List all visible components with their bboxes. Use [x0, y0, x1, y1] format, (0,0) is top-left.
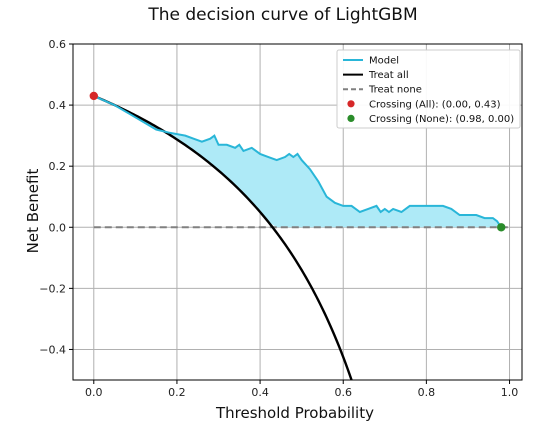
y-tick-label: 0.2 [49, 160, 67, 173]
treat-all-line [93, 94, 353, 380]
x-tick-label: 0.6 [334, 386, 352, 399]
legend-entry-label: Crossing (All): (0.00, 0.43) [369, 99, 501, 110]
x-tick-label: 0.4 [251, 386, 269, 399]
y-tick-label: 0.0 [49, 221, 67, 234]
model-line [93, 95, 503, 228]
crossing-all-point [89, 91, 98, 101]
axis-ticks: 0.0 0.2 0.4 0.6 0.8 1.0 −0.4 −0.2 0.0 0.2 0.4 0.6 [39, 38, 518, 399]
legend-entry-label: Treat none [368, 85, 422, 96]
chart-title: The decision curve of LightGBM [147, 5, 417, 25]
y-tick-label: −0.4 [39, 343, 66, 356]
series-lines [93, 94, 510, 380]
x-axis-label: Threshold Probability [215, 404, 374, 422]
x-tick-label: 0.2 [168, 386, 186, 399]
x-tick-label: 0.0 [85, 386, 103, 399]
y-tick-label: 0.4 [49, 99, 67, 112]
y-tick-label: −0.2 [39, 282, 66, 295]
model-fill-area [93, 95, 502, 228]
x-tick-label: 1.0 [501, 386, 519, 399]
plot-frame [72, 43, 523, 381]
legend-marker-point [347, 114, 355, 122]
y-tick-label: 0.6 [49, 38, 67, 51]
legend-entry-label: Model [369, 56, 399, 67]
crossing-none-point [497, 223, 506, 232]
legend-box [336, 49, 521, 129]
legend-entry-label: Treat all [368, 70, 409, 81]
x-tick-label: 0.8 [418, 386, 436, 399]
legend: Model Treat all Treat none Crossing (All): … [336, 49, 521, 129]
legend-marker-point [347, 100, 355, 108]
y-axis-label: Net Benefit [24, 169, 42, 254]
model-fill-polygon [93, 95, 502, 228]
legend-entry-label: Crossing (None): (0.98, 0.00) [369, 114, 514, 125]
